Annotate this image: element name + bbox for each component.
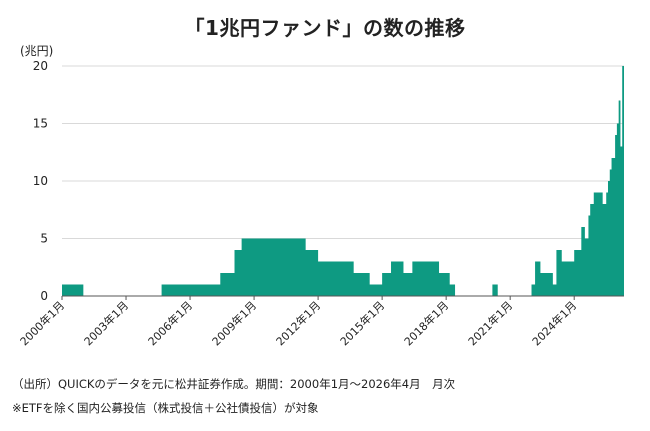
y-tick-label: 10 — [33, 174, 48, 188]
x-tick-label: 2000年1月 — [17, 298, 67, 348]
x-tick-label: 2012年1月 — [273, 298, 323, 348]
x-tick-labels: 2000年1月 2003年1月 2006年1月 2009年1月 2012年1月 2015年… — [17, 298, 579, 348]
x-tick-label: 2009年1月 — [209, 298, 259, 348]
source-note: （出所）QUICKのデータを元に松井証券作成。期間：2000年1月～2026年4… — [12, 377, 456, 391]
data-area — [62, 66, 624, 296]
y-tick-labels: 0 5 10 15 20 — [33, 59, 48, 303]
x-tick-label: 2015年1月 — [337, 298, 387, 348]
axes — [61, 295, 624, 300]
x-tick-label: 2006年1月 — [145, 298, 195, 348]
x-tick-label: 2021年1月 — [465, 298, 515, 348]
chart-svg: 0 5 10 15 20 2000年1月 2003年1月 2006年1月 2009年1月 201… — [17, 59, 624, 348]
y-tick-label: 0 — [40, 289, 48, 303]
scope-note: ※ETFを除く国内公募投信（株式投信＋公社債投信）が対象 — [12, 401, 319, 415]
x-tick-label: 2003年1月 — [81, 298, 131, 348]
y-tick-label: 15 — [33, 117, 48, 131]
fund-count-area — [62, 66, 624, 296]
grid-lines — [62, 65, 624, 239]
x-tick-label: 2018年1月 — [401, 298, 451, 348]
x-tick-label: 2024年1月 — [529, 298, 579, 348]
chart-title: 「1兆円ファンド」の数の推移 — [184, 16, 466, 40]
y-tick-label: 5 — [40, 232, 48, 246]
y-tick-label: 20 — [33, 59, 48, 73]
y-axis-unit-label: (兆円) — [20, 44, 54, 58]
